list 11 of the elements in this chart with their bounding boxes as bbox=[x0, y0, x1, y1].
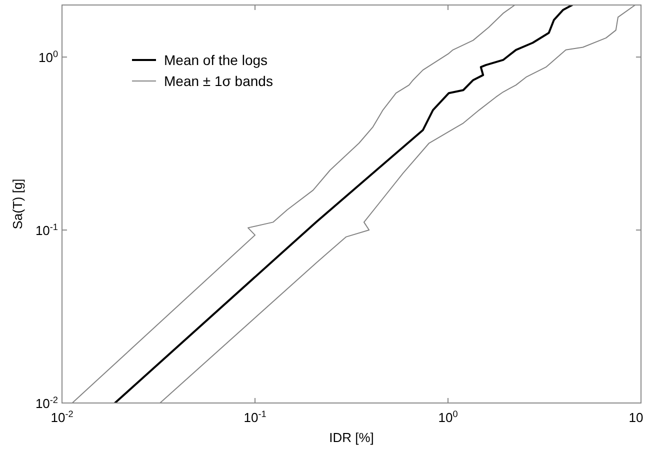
x-tick-label: 10$^{-1}$ bbox=[244, 409, 266, 425]
y-axis-title: Sa(T) [g] bbox=[10, 178, 25, 230]
legend-label: Mean ± 1σ bands bbox=[164, 73, 273, 89]
x-tick-label: 10$^{-2}$ bbox=[50, 409, 74, 425]
y-tick-label: 10$^{0}$ bbox=[38, 49, 58, 66]
y-tick-label: 10$^{-1}$ bbox=[35, 222, 58, 238]
legend-label: Mean of the logs bbox=[164, 52, 268, 68]
x-tick-label: 10$^{0}$ bbox=[438, 409, 458, 425]
x-axis-title: IDR [%] bbox=[329, 430, 374, 445]
x-tick-label: 10 bbox=[628, 410, 644, 425]
y-tick-label: 10$^{-2}$ bbox=[35, 395, 58, 411]
